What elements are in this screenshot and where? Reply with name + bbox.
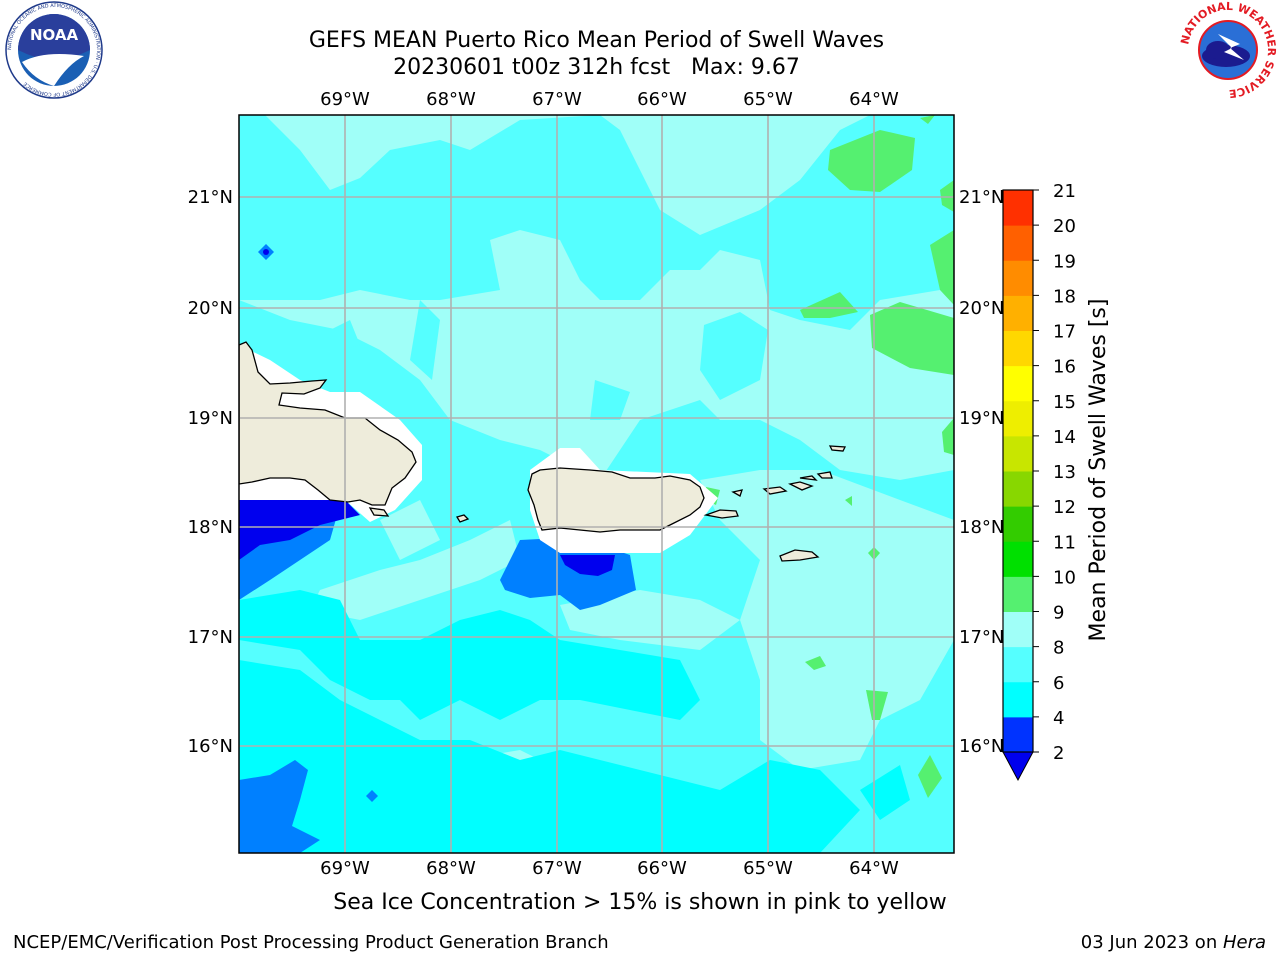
colorbar-tick-label: 2 [1053,743,1064,764]
lat-label: 16°N [959,736,1004,757]
footer-date-text: 03 Jun 2023 on [1080,932,1223,953]
land [239,341,847,562]
map-gridlines [239,115,954,853]
lon-labels-bottom: 69°W 68°W 67°W 66°W 65°W 64°W [320,858,899,879]
lat-label: 21°N [959,187,1004,208]
lon-label: 64°W [849,89,899,110]
lon-label: 69°W [320,858,370,879]
noaa-logo-text: NOAA [30,26,79,44]
lon-label: 69°W [320,89,370,110]
colorbar-label: Mean Period of Swell Waves [s] [1086,299,1111,642]
lon-label: 67°W [532,858,582,879]
colorbar-tick-label: 6 [1053,673,1064,694]
colorbar-tick-label: 18 [1053,286,1076,307]
colorbar-tick-label: 4 [1053,708,1064,729]
lat-label: 20°N [188,298,233,319]
colorbar-segment [1003,190,1033,226]
noaa-logo: NOAA NATIONAL OCEANIC AND ATMOSPHERIC AD… [5,1,103,99]
colorbar-tick-label: 12 [1053,497,1076,518]
colorbar-tick-label: 14 [1053,427,1076,448]
colorbar-segment [1003,295,1033,331]
lon-label: 68°W [426,858,476,879]
map-frame [238,114,955,854]
colorbar-segment [1003,506,1033,542]
lat-label: 19°N [959,408,1004,429]
lon-label: 68°W [426,89,476,110]
map-title-line1: GEFS MEAN Puerto Rico Mean Period of Swe… [308,28,885,53]
colorbar-segment [1003,576,1033,612]
colorbar: 2 4 6 8 9 10 11 12 13 14 15 16 17 18 19 20 21 [1002,181,1076,782]
hispaniola-landmass [239,341,417,506]
colorbar-segment [1003,541,1033,577]
lat-labels-left: 16°N 17°N 18°N 19°N 20°N 21°N [188,187,233,757]
colorbar-tick-label: 9 [1053,603,1064,624]
lat-label: 19°N [188,408,233,429]
map-plot-area [239,115,954,853]
puerto-rico-landmass [527,467,705,533]
footer-host: Hera [1222,932,1266,953]
colorbar-extend-min [1002,751,1034,782]
colorbar-segment [1003,611,1033,648]
lat-label: 21°N [188,187,233,208]
colorbar-tick-label: 8 [1053,638,1064,659]
lat-label: 17°N [188,627,233,648]
colorbar-tick-label: 16 [1053,357,1076,378]
lat-label: 18°N [959,517,1004,538]
colorbar-tick-label: 20 [1053,216,1076,237]
colorbar-tick-label: 13 [1053,462,1076,483]
colorbar-segment [1003,400,1033,437]
lon-label: 66°W [637,858,687,879]
lon-label: 65°W [743,858,793,879]
lon-labels-top: 69°W 68°W 67°W 66°W 65°W 64°W [320,89,899,110]
colorbar-tick-label: 15 [1053,392,1076,413]
colorbar-segment [1003,260,1033,296]
colorbar-segment [1003,471,1033,507]
colorbar-segment [1003,646,1033,683]
colorbar-tick-label: 11 [1053,532,1076,553]
colorbar-segment [1003,330,1033,367]
swell-period-field-4-6 [239,590,910,853]
lat-label: 20°N [959,298,1004,319]
swell-period-field-under-2 [239,249,615,576]
colorbar-segment [1003,681,1033,718]
lat-label: 16°N [188,736,233,757]
sea-ice-caption: Sea Ice Concentration > 15% is shown in … [333,890,947,915]
lat-label: 17°N [959,627,1004,648]
colorbar-tick-label: 19 [1053,251,1076,272]
swell-period-field-9-10 [706,115,954,798]
colorbar-segment [1003,225,1033,261]
lon-label: 66°W [637,89,687,110]
colorbar-tick-label: 10 [1053,567,1076,588]
colorbar-tick-label: 21 [1053,181,1076,202]
lon-label: 64°W [849,858,899,879]
lat-label: 18°N [188,517,233,538]
colorbar-segment [1003,716,1033,753]
footer-credit: NCEP/EMC/Verification Post Processing Pr… [13,932,609,953]
lat-labels-right: 16°N 17°N 18°N 19°N 20°N 21°N [959,187,1004,757]
colorbar-segment [1003,365,1033,402]
nws-logo: NATIONAL WEATHER SERVICE [1178,0,1278,100]
colorbar-segment [1003,435,1033,472]
map-title-line2: 20230601 t00z 312h fcst Max: 9.67 [393,55,800,80]
lon-label: 67°W [532,89,582,110]
footer-date: 03 Jun 2023 on Hera [1081,932,1266,953]
lon-label: 65°W [743,89,793,110]
colorbar-tick-label: 17 [1053,322,1076,343]
